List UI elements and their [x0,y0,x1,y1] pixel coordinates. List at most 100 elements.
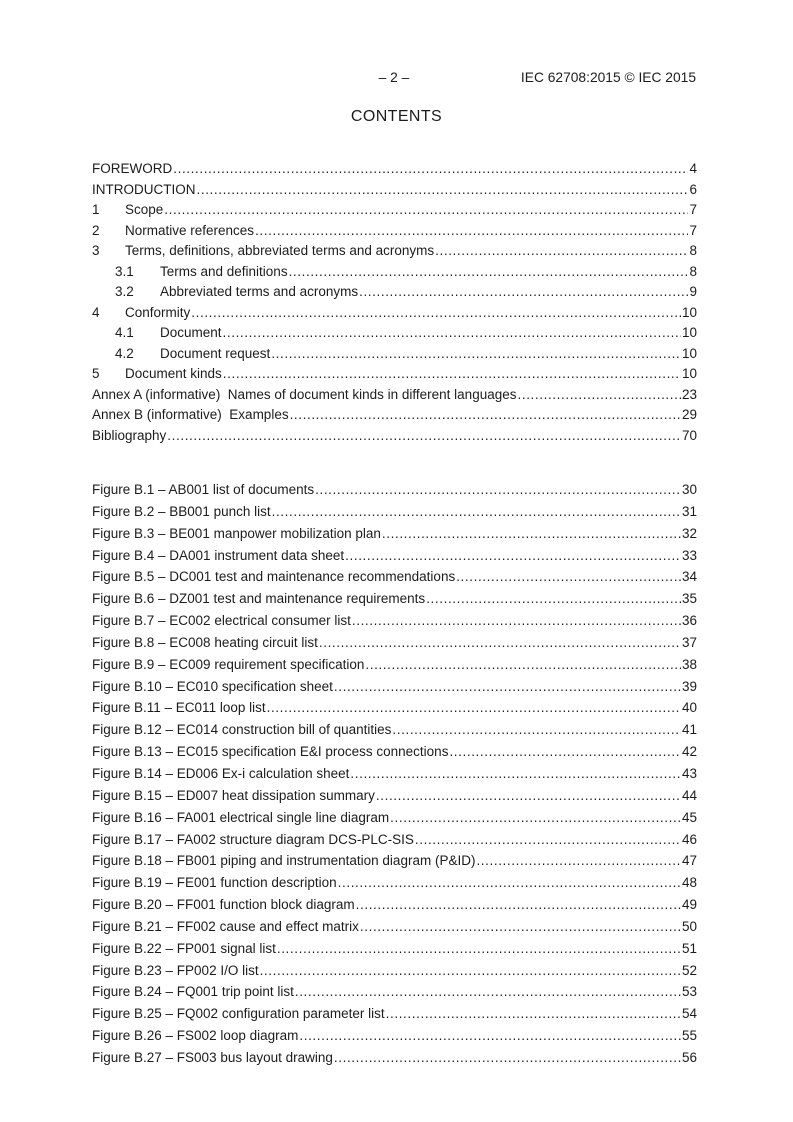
entry-label: Figure B.4 – DA001 instrument data sheet [92,547,345,563]
leader-dots: ........................................… [289,407,681,422]
entry-page-number: 47 [681,853,697,869]
entry-page-number: 70 [681,427,697,443]
entry-label: Figure B.12 – EC014 construction bill of… [92,722,392,738]
toc-row: Annex B (informative) Examples..........… [92,405,697,426]
entry-page-number: 8 [689,263,697,279]
entry-label: Figure B.9 – EC009 requirement specifica… [92,656,365,672]
entry-label: Document [160,325,222,340]
toc-row: 2 Normative references...................… [92,221,697,242]
entry-page-number: 39 [681,678,697,694]
leader-dots: ........................................… [476,853,681,869]
section-number: 2 [92,222,100,238]
entry-label: FOREWORD [92,161,173,176]
leader-dots: ........................................… [255,222,688,238]
leader-dots: ........................................… [351,613,681,629]
entry-label: Normative references [125,222,255,238]
entry-page-number: 6 [689,181,697,197]
entry-page-number: 31 [681,503,697,519]
entry-label: Figure B.13 – EC015 specification E&I pr… [92,744,449,760]
entry-page-number: 34 [681,569,697,585]
entry-label: Terms, definitions, abbreviated terms an… [125,243,435,258]
toc-row: Figure B.10 – EC010 specification sheet.… [92,676,697,698]
entry-page-number: 49 [681,897,697,913]
entry-label: Figure B.17 – FA002 structure diagram DC… [92,831,414,847]
toc-row: 3 Terms, definitions, abbreviated terms a… [92,241,697,262]
entry-label: Figure B.26 – FS002 loop diagram [92,1028,299,1044]
document-reference: IEC 62708:2015 © IEC 2015 [520,70,696,85]
leader-dots: ........................................… [266,700,681,716]
entry-label: Terms and definitions [160,263,288,279]
section-number: 3 [92,243,100,258]
entry-page-number: 10 [681,345,697,361]
entry-label: Figure B.18 – FB001 piping and instrumen… [92,853,476,869]
leader-dots: ........................................… [167,427,681,443]
toc-row: Figure B.17 – FA002 structure diagram DC… [92,829,697,851]
entry-label: Document request [160,345,271,361]
leader-dots: ........................................… [381,525,681,541]
toc-row: 3.1 Terms and definitions................… [92,262,697,283]
toc-row: Figure B.23 – FP002 I/O list............… [92,960,697,982]
entry-label: Figure B.3 – BE001 manpower mobilization… [92,525,381,541]
toc-row: 3.2 Abbreviated terms and acronyms.......… [92,282,697,303]
section-number: 5 [92,366,100,381]
entry-label: Figure B.27 – FS003 bus layout drawing [92,1049,333,1065]
entry-label: Figure B.23 – FP002 I/O list [92,962,259,978]
entry-label: Figure B.15 – ED007 heat dissipation sum… [92,787,375,803]
toc-row: Figure B.9 – EC009 requirement specifica… [92,654,697,676]
leader-dots: ........................................… [392,722,681,738]
leader-dots: ........................................… [359,284,688,299]
toc-row: Figure B.8 – EC008 heating circuit list.… [92,632,697,654]
entry-page-number: 55 [681,1028,697,1044]
section-number: 3.2 [115,284,134,299]
toc-row: 4.2 Document request.....................… [92,344,697,365]
entry-label: Figure B.25 – FQ002 configuration parame… [92,1006,385,1022]
toc-row: Figure B.21 – FF002 cause and effect mat… [92,916,697,938]
toc-row: Figure B.13 – EC015 specification E&I pr… [92,741,697,763]
toc-row: 4 Conformity.............................… [92,303,697,324]
entry-page-number: 46 [681,831,697,847]
entry-label: Figure B.5 – DC001 test and maintenance … [92,569,456,585]
toc-row: Figure B.3 – BE001 manpower mobilization… [92,523,697,545]
entry-page-number: 32 [681,525,697,541]
leader-dots: ........................................… [294,984,681,1000]
section-number: 3.1 [115,263,134,279]
toc-row: Figure B.15 – ED007 heat dissipation sum… [92,785,697,807]
toc-row: Figure B.16 – FA001 electrical single li… [92,807,697,829]
leader-dots: ........................................… [271,345,681,361]
entry-page-number: 43 [681,765,697,781]
leader-dots: ........................................… [191,304,681,320]
toc-figure-list: Figure B.1 – AB001 list of documents....… [92,479,697,1069]
page-header: – 2 – IEC 62708:2015 © IEC 2015 [92,70,696,88]
entry-label: Figure B.22 – FP001 signal list [92,940,276,956]
entry-label: Figure B.2 – BB001 punch list [92,503,271,519]
toc-row: FOREWORD................................… [92,159,697,180]
toc-row: Figure B.19 – FE001 function description… [92,872,697,894]
toc-row: 5 Document kinds.........................… [92,364,697,385]
section-number: 4 [92,304,100,320]
toc-row: Figure B.1 – AB001 list of documents....… [92,479,697,501]
entry-page-number: 23 [681,386,697,402]
toc-section-list: FOREWORD................................… [92,159,697,446]
leader-dots: ........................................… [259,962,681,978]
toc-row: Figure B.26 – FS002 loop diagram........… [92,1025,697,1047]
toc-row: Figure B.2 – BB001 punch list...........… [92,501,697,523]
entry-page-number: 10 [681,366,697,381]
toc-row: Figure B.6 – DZ001 test and maintenance … [92,588,697,610]
toc-row: Figure B.7 – EC002 electrical consumer l… [92,610,697,632]
entry-page-number: 33 [681,547,697,563]
toc-row: Bibliography............................… [92,426,697,447]
leader-dots: ........................................… [164,202,688,217]
toc-row: Figure B.25 – FQ002 configuration parame… [92,1003,697,1025]
entry-page-number: 54 [681,1006,697,1022]
leader-dots: ........................................… [345,547,681,563]
entry-label: Figure B.11 – EC011 loop list [92,700,266,716]
toc-row: 1 Scope..................................… [92,200,697,221]
leader-dots: ........................................… [299,1028,681,1044]
leader-dots: ........................................… [333,678,681,694]
entry-page-number: 42 [681,744,697,760]
toc-row: Figure B.24 – FQ001 trip point list.....… [92,981,697,1003]
entry-page-number: 7 [689,202,697,217]
entry-page-number: 10 [681,325,697,340]
toc-row: Figure B.12 – EC014 construction bill of… [92,719,697,741]
entry-label: Figure B.6 – DZ001 test and maintenance … [92,591,426,607]
